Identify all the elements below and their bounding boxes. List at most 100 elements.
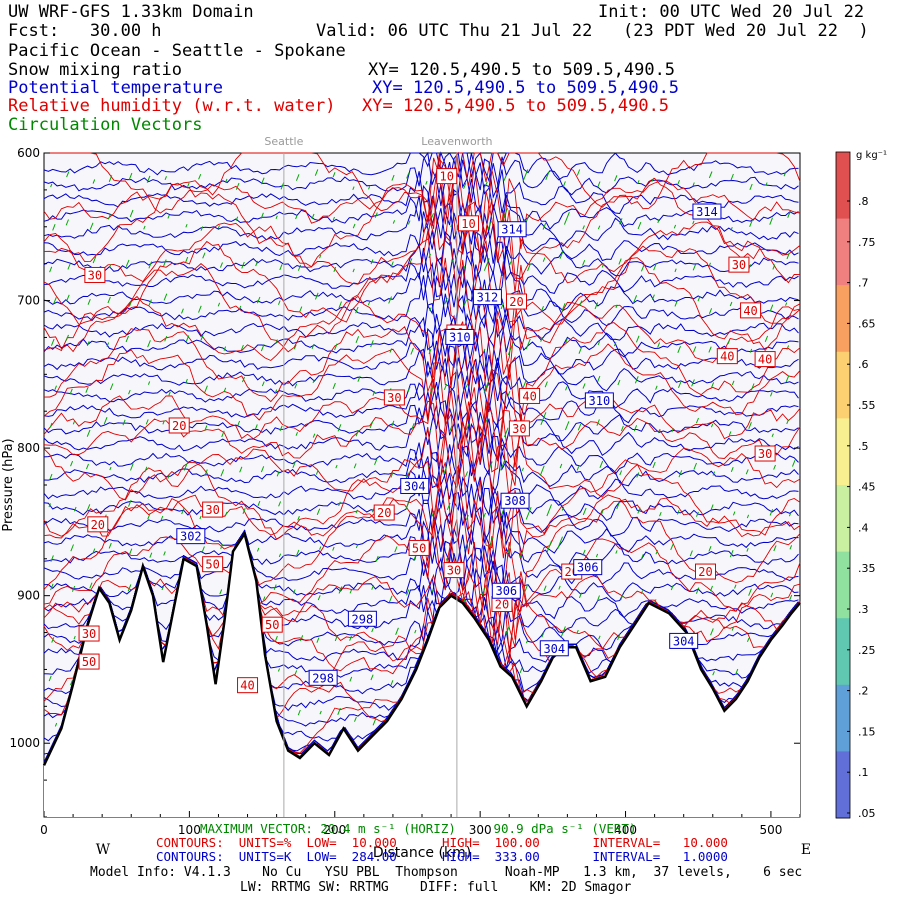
circulation-vector <box>786 419 789 425</box>
colorbar-segment <box>836 551 850 586</box>
circulation-vector <box>425 180 428 185</box>
circulation-vector <box>483 258 490 271</box>
rh-contour-label-box <box>695 563 716 580</box>
circulation-vector <box>464 471 469 478</box>
rh-contour-line <box>43 295 801 392</box>
circulation-vector <box>52 224 56 231</box>
theta-contour-line <box>43 354 799 409</box>
circulation-vector <box>92 179 96 184</box>
rh-contour-line <box>43 157 801 280</box>
circulation-vector <box>220 544 223 549</box>
circulation-vector <box>261 381 265 387</box>
circulation-vector <box>109 264 112 268</box>
circulation-vector <box>488 536 494 549</box>
rh-contour-label-box <box>458 215 480 232</box>
circulation-vector <box>746 548 749 552</box>
colorbar-frame <box>835 151 851 819</box>
circulation-vector <box>145 419 149 425</box>
circulation-vector <box>710 504 714 511</box>
circulation-vector <box>295 174 300 181</box>
circulation-vector <box>352 223 356 229</box>
theta-contour-label: 312 <box>477 291 499 305</box>
theta-contour-label: 310 <box>589 394 611 408</box>
circulation-vector <box>789 545 793 550</box>
circulation-vector <box>107 214 111 220</box>
terrain-profile <box>42 530 801 817</box>
circulation-vector <box>219 262 223 268</box>
circulation-vector <box>788 512 792 517</box>
circulation-vector <box>237 420 241 426</box>
circulation-vector <box>146 175 151 183</box>
theta-contour-line <box>43 483 799 537</box>
theta-contour-label: 314 <box>696 205 718 219</box>
circulation-vector <box>597 341 601 346</box>
axes: 600 700 800 900 1000 Pressure (hPa) 0 100 200 300… <box>1 146 811 861</box>
rh-contour-label: 40 <box>720 350 734 364</box>
circulation-vector <box>693 462 697 470</box>
circulation-vector <box>522 169 529 182</box>
circulation-vector <box>256 547 260 552</box>
rh-contour-label-box <box>202 556 224 573</box>
circulation-vector <box>367 301 371 306</box>
circulation-vector <box>167 475 170 479</box>
colorbar: g kg⁻¹ .8 .75 .7 .65 .6 .55 .5 .45 .4 .35 .3 .25 .2 .1… <box>835 150 887 820</box>
circulation-vector <box>540 336 543 342</box>
circulation-vector <box>371 585 374 590</box>
rh-contour-line <box>44 152 801 229</box>
circulation-vector <box>503 427 509 438</box>
circulation-vector <box>337 424 342 432</box>
y-tick-label: 800 <box>17 441 40 455</box>
circulation-vector <box>217 225 220 229</box>
circulation-vector <box>106 342 110 347</box>
circulation-vector <box>72 420 76 425</box>
x-tick-label: 500 <box>759 823 782 837</box>
rh-contour-label-box <box>78 625 100 642</box>
circulation-vector <box>407 220 411 225</box>
rh-contour-label: 20 <box>91 518 105 532</box>
rh-contour-label: 10 <box>439 170 453 184</box>
circulation-vector <box>463 299 467 306</box>
circulation-vector <box>651 294 655 300</box>
circulation-vector <box>319 254 322 259</box>
circulation-vector <box>372 718 377 726</box>
colorbar-tick-label: .1 <box>858 766 869 779</box>
circulation-vector <box>256 296 261 304</box>
circulation-vector <box>658 428 661 433</box>
rh-contour-label-box <box>508 420 530 437</box>
circulation-vector <box>659 512 662 517</box>
colorbar-segment <box>836 718 850 752</box>
circulation-vector <box>466 514 469 520</box>
rh-contour-line <box>43 214 801 326</box>
circulation-vector <box>559 250 564 259</box>
colorbar-segment <box>836 584 850 619</box>
theta-contour-label: 304 <box>543 642 565 656</box>
circulation-vector <box>130 463 134 471</box>
circulation-vector <box>54 722 58 727</box>
circulation-vector <box>786 252 790 260</box>
circulation-vector <box>354 716 357 722</box>
circulation-vector <box>488 461 493 469</box>
rh-contour-line <box>43 459 801 559</box>
rh-contour-label-box <box>519 387 541 404</box>
circulation-vector <box>727 340 730 345</box>
circulation-vector <box>411 423 415 431</box>
circulation-vector <box>293 589 296 594</box>
circulation-vector <box>89 582 93 589</box>
circulation-vector <box>128 389 131 395</box>
circulation-vector <box>505 626 510 635</box>
circulation-vector <box>332 382 336 390</box>
circulation-vector <box>332 216 335 221</box>
theta-contour-label: 298 <box>352 612 374 626</box>
rh-contour-label: 40 <box>240 679 254 693</box>
circulation-vector <box>540 306 544 312</box>
x-tick-label: 100 <box>178 823 201 837</box>
rh-contour-label-box <box>506 293 527 310</box>
theta-contour-info: CONTOURS: UNITS=K LOW= 284.00 HIGH= 333.… <box>156 849 728 864</box>
circulation-vector <box>128 548 133 555</box>
circulation-vector <box>48 675 52 682</box>
circulation-vector <box>332 546 335 551</box>
circulation-vector <box>273 584 277 590</box>
rh-contour-label: 50 <box>412 541 426 555</box>
rh-contour-info: CONTOURS: UNITS=% LOW= 10.000 HIGH= 100.… <box>156 835 728 850</box>
